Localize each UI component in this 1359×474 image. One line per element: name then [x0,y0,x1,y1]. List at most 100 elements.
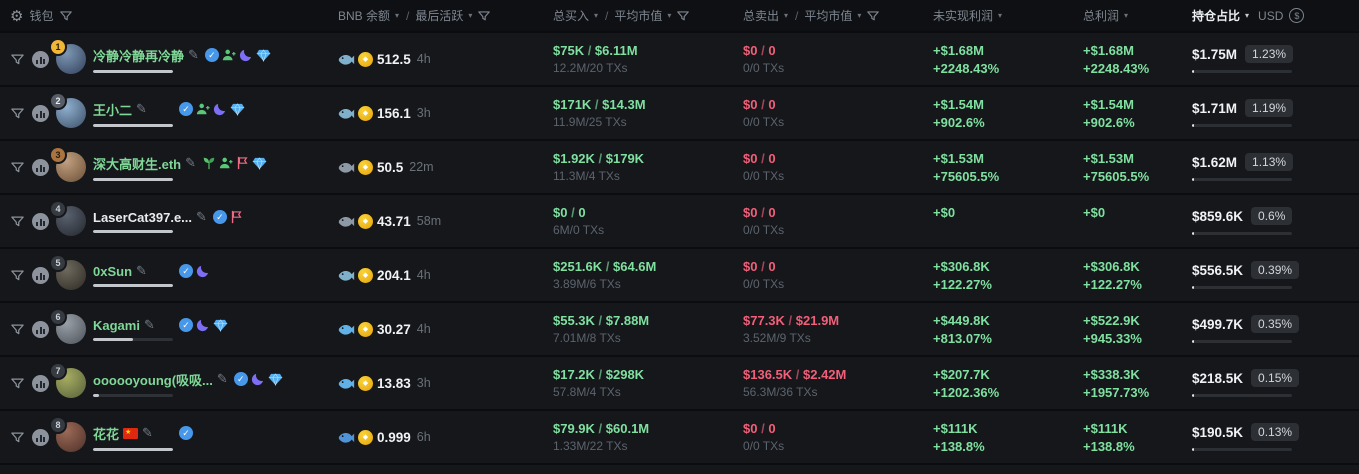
position-share-badge: 1.13% [1245,153,1294,171]
wallet-stats-icon[interactable] [32,374,49,392]
table-row[interactable]: 2 王小二 ★ ✎ ✓ ◆ 156.1 3h $171K / $1 [0,87,1359,141]
position-value: $1.71M [1192,100,1238,116]
bnb-balance-sort[interactable]: BNB 余额 [338,9,391,23]
row-filter-funnel-icon[interactable] [10,430,25,445]
unrealized-profit-pct: +2248.43% [933,60,1000,76]
avg-mcap-sort[interactable]: 平均市值 [614,9,663,23]
position-value: $499.7K [1192,316,1244,332]
bnb-coin-icon: ◆ [358,105,373,121]
avg-mcap2-sort[interactable]: 平均市值 [804,9,853,23]
bnb-balance-value: 50.5 [377,159,404,175]
row-filter-funnel-icon[interactable] [10,52,25,67]
total-sell-sort[interactable]: 总卖出 [743,9,780,23]
table-row[interactable]: 7 oooooyoung(吸吸... ★ ✎ ✓ ◆ 13.83 3h [0,357,1359,411]
moon-badge-icon [213,102,227,116]
edit-name-icon[interactable]: ✎ [136,101,147,116]
wallet-stats-icon[interactable] [32,266,49,284]
row-filter-funnel-icon[interactable] [10,214,25,229]
wallet-name[interactable]: LaserCat397.e... [93,209,193,225]
wallet-name[interactable]: 花花 [93,426,120,442]
total-sell-value: $0 / 0 [743,259,776,274]
diamond-badge-icon [213,318,228,332]
total-sell-value: $136.5K / $2.42M [743,367,847,382]
chevron-down-icon: ▾ [468,11,473,20]
edit-name-icon[interactable]: ✎ [188,47,199,62]
chevron-down-icon: ▾ [857,11,862,20]
table-row[interactable]: 4 LaserCat397.e... ★ ✎ ✓ ◆ 43.71 58m [0,195,1359,249]
cn-flag-icon: ★ [123,427,139,439]
header-slash: / [605,8,609,23]
unrealized-profit-pct: +813.07% [933,330,992,346]
row-filter-funnel-icon[interactable] [10,322,25,337]
wallet-stats-icon[interactable] [32,158,49,176]
wallet-stats-icon[interactable] [32,428,49,446]
total-buy-value: $1.92K / $179K [553,151,645,166]
avatar[interactable]: 8 [51,418,86,452]
wallet-badges: ✓ [179,318,228,332]
buy-txs: 6M/0 TXs [553,223,605,237]
bnb-balance-value: 13.83 [377,375,411,391]
name-progress-bar [93,338,173,341]
currency-switch-icon[interactable]: $ [1289,8,1305,23]
wallet-stats-icon[interactable] [32,104,49,122]
chevron-down-icon: ▾ [998,11,1003,20]
verified-badge-icon: ✓ [212,210,227,224]
sell-txs: 3.52M/9 TXs [743,331,811,345]
table-row[interactable]: 5 0xSun ★ ✎ ✓ ◆ 204.1 4h $251.6K [0,249,1359,303]
row-filter-funnel-icon[interactable] [10,268,25,283]
avatar[interactable]: 7 [51,364,86,398]
bnb-coin-icon: ◆ [358,51,373,67]
sell-filter-funnel-icon[interactable] [866,9,880,23]
unrealized-profit-value: +$449.8K [933,312,990,328]
row-filter-funnel-icon[interactable] [10,160,25,175]
wallet-name[interactable]: 王小二 [93,102,133,118]
total-sell-value: $0 / 0 [743,151,776,166]
table-row[interactable]: 3 深大高财生.eth ★ ✎ ◆ 50.5 22m $1.92 [0,141,1359,195]
edit-name-icon[interactable]: ✎ [216,371,228,386]
wallet-name[interactable]: 深大高财生.eth [93,156,182,172]
edit-name-icon[interactable]: ✎ [185,155,197,170]
rank-badge: 8 [51,418,65,432]
wallet-stats-icon[interactable] [32,320,49,338]
avatar[interactable]: 4 [51,202,86,236]
buy-filter-funnel-icon[interactable] [676,9,690,23]
avatar[interactable]: 2 [51,94,86,128]
wallet-name[interactable]: oooooyoung(吸吸... [93,372,213,388]
bnb-filter-funnel-icon[interactable] [477,9,491,23]
table-row[interactable]: 1 冷静冷静再冷静 ★ ✎ ✓ ◆ 512.5 4h $75K / [0,33,1359,87]
wallet-stats-icon[interactable] [32,212,49,230]
edit-name-icon[interactable]: ✎ [136,263,147,278]
unrealized-profit-sort[interactable]: 未实现利润 [933,9,994,23]
wallet-name[interactable]: Kagami [93,317,140,333]
chevron-down-icon: ▾ [1245,11,1250,20]
gear-icon[interactable]: ⚙ [10,7,24,25]
total-profit-sort[interactable]: 总利润 [1083,9,1120,23]
wallet-name[interactable]: 0xSun [93,263,133,279]
edit-name-icon[interactable]: ✎ [142,425,153,440]
verified-badge-icon: ✓ [179,102,193,116]
header-slash: / [795,8,799,23]
name-progress-bar [93,447,173,451]
last-active-sort[interactable]: 最后活跃 [415,9,464,23]
position-share-sort[interactable]: 持仓占比 [1192,9,1241,23]
table-row[interactable]: 8 花花 ★ ✎ ✓ ◆ 0.999 6h $79.9K / $6 [0,411,1359,465]
leaf-badge-icon [202,156,216,170]
avatar[interactable]: 1 [51,40,86,74]
avatar[interactable]: 6 [51,310,86,344]
table-header: ⚙ 钱包 BNB 余额 ▾ / 最后活跃 ▾ 总买入 ▾ / 平均市值 ▾ 总卖出 ▾ / [0,0,1359,33]
avatar[interactable]: 3 [51,148,86,182]
position-share-bar [1192,178,1292,181]
wallet-filter-funnel-icon[interactable] [59,9,73,23]
row-filter-funnel-icon[interactable] [10,106,25,121]
edit-name-icon[interactable]: ✎ [196,209,207,224]
wallet-stats-icon[interactable] [32,50,49,68]
avatar[interactable]: 5 [51,256,86,290]
buy-txs: 11.9M/25 TXs [553,115,627,129]
name-progress-bar [93,230,173,233]
last-active-value: 4h [416,322,431,336]
edit-name-icon[interactable]: ✎ [143,317,155,332]
row-filter-funnel-icon[interactable] [10,376,25,391]
total-buy-sort[interactable]: 总买入 [553,9,590,23]
wallet-name[interactable]: 冷静冷静再冷静 [93,48,185,64]
table-row[interactable]: 6 Kagami ★ ✎ ✓ ◆ 30.27 4h $55.3K [0,303,1359,357]
